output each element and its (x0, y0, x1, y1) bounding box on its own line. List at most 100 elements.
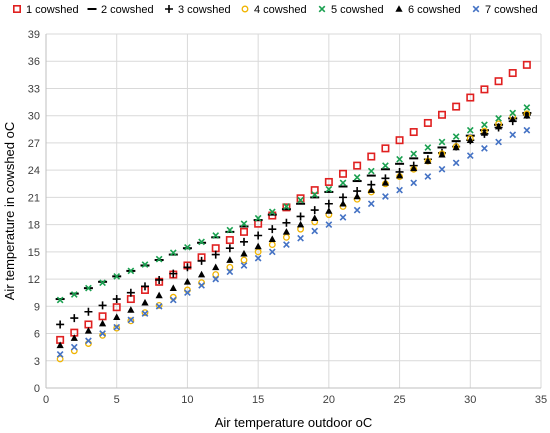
data-point (268, 208, 276, 216)
data-point (523, 104, 531, 111)
data-point (141, 298, 149, 306)
data-point (438, 150, 446, 158)
data-point (382, 193, 389, 200)
series-1 (56, 60, 531, 344)
data-point (127, 267, 135, 275)
data-point (197, 270, 206, 278)
data-point (353, 206, 361, 214)
data-point (509, 109, 517, 117)
data-point (381, 144, 390, 153)
data-point (184, 243, 191, 251)
data-point (509, 115, 517, 123)
data-point (324, 190, 334, 193)
data-point (352, 180, 362, 183)
series-6 (56, 111, 531, 349)
data-point (410, 179, 418, 187)
data-point (282, 218, 291, 227)
data-point (367, 152, 376, 161)
legend-marker (13, 5, 22, 14)
y-tick-label: 3 (34, 356, 40, 368)
data-point (113, 272, 121, 280)
data-point (155, 255, 163, 263)
data-point (353, 161, 362, 170)
data-point (126, 295, 135, 304)
series-7 (56, 126, 531, 358)
data-point (296, 220, 305, 228)
data-point (481, 121, 488, 129)
data-point (366, 174, 376, 177)
data-point (380, 168, 390, 171)
data-point (56, 341, 64, 349)
y-tick-label: 15 (28, 247, 40, 259)
data-point (226, 226, 234, 234)
series-2 (55, 111, 532, 301)
legend-marker (241, 5, 249, 13)
x-tick-label: 5 (114, 394, 120, 406)
data-point (409, 128, 418, 137)
data-point (338, 169, 347, 178)
data-point (367, 200, 375, 208)
y-tick-label: 21 (28, 192, 40, 204)
data-point (155, 302, 163, 310)
data-point (225, 230, 235, 233)
y-tick-label: 9 (34, 301, 40, 313)
legend-label: 3 cowshed (178, 4, 231, 16)
data-point (112, 295, 121, 304)
data-point (240, 256, 248, 264)
data-point (127, 316, 135, 324)
data-point (339, 213, 347, 221)
data-point (495, 115, 502, 122)
series-5 (56, 104, 531, 304)
data-point (268, 248, 276, 256)
data-point (254, 254, 262, 262)
data-point (268, 235, 276, 242)
data-point (311, 191, 319, 199)
data-point (282, 233, 290, 241)
legend-item: 5 cowshed (318, 4, 384, 16)
x-tick-label: 20 (323, 394, 335, 406)
data-point (84, 320, 93, 329)
data-point (85, 337, 92, 345)
x-tick-label: 35 (535, 394, 547, 406)
data-point (395, 162, 405, 165)
legend-label: 4 cowshed (254, 4, 307, 16)
y-tick-label: 30 (28, 111, 40, 123)
data-point (212, 232, 220, 239)
data-point (267, 213, 277, 216)
data-point (297, 196, 304, 204)
data-point (310, 206, 319, 215)
data-point (325, 221, 333, 228)
data-point (84, 327, 93, 334)
data-point (169, 269, 178, 278)
y-tick-label: 6 (34, 329, 40, 341)
data-point (155, 275, 164, 284)
data-point (268, 225, 277, 234)
data-point (225, 236, 234, 245)
data-point (240, 249, 248, 257)
data-point (183, 263, 192, 272)
legend-label: 2 cowshed (101, 4, 154, 16)
data-point (211, 250, 220, 259)
legend-marker (165, 5, 173, 13)
data-point (113, 313, 121, 320)
data-point (225, 244, 234, 253)
x-tick-label: 0 (43, 394, 49, 406)
data-point (423, 118, 432, 127)
data-point (437, 110, 446, 119)
y-tick-label: 27 (28, 138, 40, 150)
data-point (126, 288, 135, 297)
data-point (481, 145, 488, 152)
data-point (127, 306, 135, 313)
data-point (324, 177, 333, 186)
series-4 (56, 110, 531, 363)
data-point (396, 186, 403, 194)
data-point (281, 208, 291, 211)
data-point (325, 207, 333, 214)
data-point (324, 199, 333, 208)
gridlines (46, 33, 542, 388)
data-point (466, 152, 474, 159)
data-point (396, 155, 403, 163)
data-point (310, 186, 319, 195)
data-point (395, 171, 404, 179)
